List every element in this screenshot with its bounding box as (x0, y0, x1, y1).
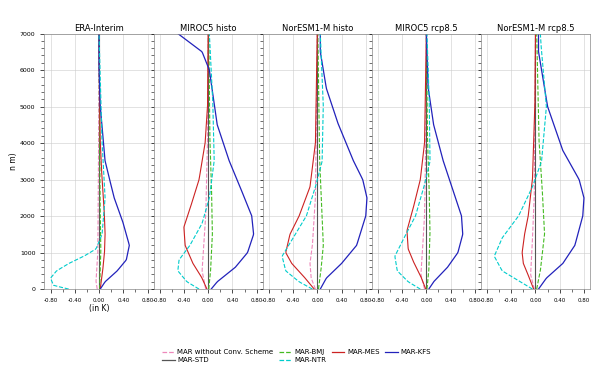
Title: MIROC5 histo: MIROC5 histo (180, 24, 237, 33)
Title: MIROC5 rcp8.5: MIROC5 rcp8.5 (395, 24, 458, 33)
Y-axis label: n m): n m) (9, 153, 18, 170)
X-axis label: (in K): (in K) (89, 304, 109, 313)
Title: ERA-Interim: ERA-Interim (74, 24, 124, 33)
Legend: MAR without Conv. Scheme, MAR-STD, MAR-BMJ, MAR-NTR, MAR-MES, MAR-KFS: MAR without Conv. Scheme, MAR-STD, MAR-B… (160, 346, 433, 366)
Title: NorESM1-M histo: NorESM1-M histo (282, 24, 353, 33)
Title: NorESM1-M rcp8.5: NorESM1-M rcp8.5 (497, 24, 574, 33)
